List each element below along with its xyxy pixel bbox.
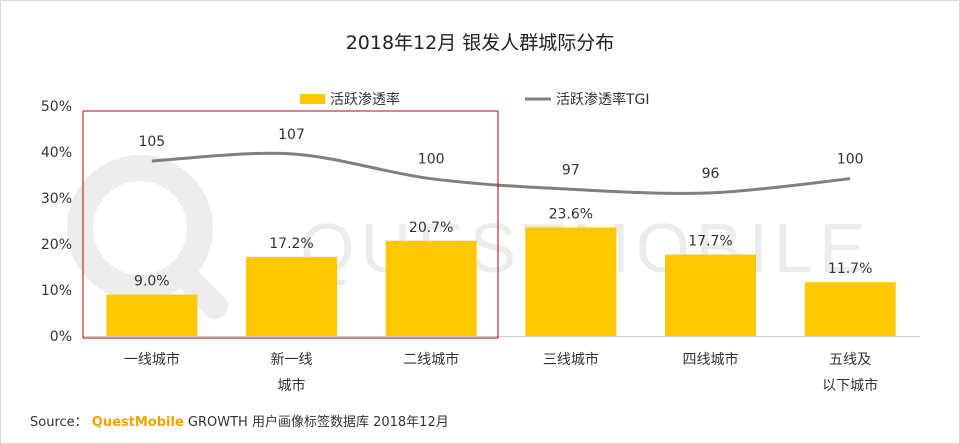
bar [804, 282, 896, 336]
legend-bar-label: 活跃渗透率 [330, 91, 400, 108]
bar [385, 240, 477, 336]
x-tick-label: 五线及 [829, 352, 871, 368]
bar-value-label: 23.6% [549, 206, 593, 222]
watermark-logo-icon [67, 155, 228, 319]
bar [106, 294, 198, 336]
tgi-value-label: 105 [138, 134, 165, 150]
bar-value-label: 11.7% [828, 261, 872, 277]
tgi-value-label: 100 [837, 152, 864, 168]
chart-title: 2018年12月 银发人群城际分布 [345, 32, 615, 54]
y-tick-label: 30% [41, 191, 72, 207]
tgi-value-label: 100 [418, 152, 445, 168]
bar [665, 254, 756, 336]
legend-line-label: 活跃渗透率TGI [556, 91, 650, 108]
x-tick-label: 四线城市 [683, 351, 739, 368]
x-tick-label: 三线城市 [543, 351, 599, 368]
x-tick-label: 一线城市 [124, 351, 180, 368]
x-tick-label: 二线城市 [403, 351, 459, 368]
tgi-value-label: 97 [562, 162, 580, 178]
tgi-value-label: 96 [702, 166, 720, 182]
highlight-box [82, 110, 499, 339]
y-tick-label: 50% [41, 99, 72, 115]
tgi-series-line [151, 151, 851, 195]
bar-value-label: 20.7% [409, 220, 453, 236]
x-tick-label: 以下城市 [822, 377, 878, 394]
source-brand: QuestMobile [91, 415, 184, 430]
tgi-value-label: 107 [278, 127, 305, 143]
bar-value-label: 17.7% [688, 234, 732, 250]
y-tick-label: 10% [41, 283, 72, 299]
bar-value-label: 9.0% [134, 274, 170, 290]
bar-value-label: 17.2% [269, 236, 313, 252]
source-prefix: Source： [30, 415, 88, 430]
x-tick-label: 新一线 [271, 352, 313, 368]
bar [246, 256, 337, 336]
source-text: GROWTH 用户画像标签数据库 2018年12月 [187, 415, 449, 430]
source-note: Source： QuestMobile GROWTH 用户画像标签数据库 201… [30, 411, 449, 430]
bar [525, 227, 617, 336]
y-tick-label: 20% [41, 237, 72, 253]
y-tick-label: 40% [41, 145, 72, 161]
x-tick-label: 城市 [278, 377, 306, 394]
y-tick-label: 0% [50, 329, 72, 345]
legend-bar-swatch [300, 94, 325, 104]
